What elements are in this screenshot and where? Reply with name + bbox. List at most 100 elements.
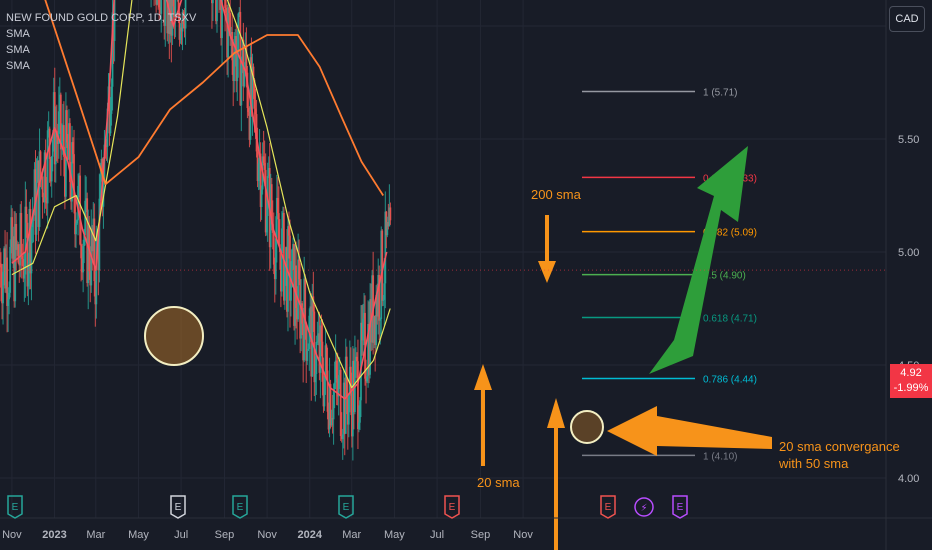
candle-body [93,218,96,282]
earnings-marker[interactable]: E [7,495,23,519]
candle-body [156,0,159,5]
candle-body [163,0,166,26]
dividend-marker[interactable]: ⚡ [634,497,654,517]
earnings-label: E [175,502,182,513]
candle-body [41,176,44,198]
earnings-label: E [449,502,456,513]
candle-body [5,257,7,289]
candle-body [44,152,47,198]
candle-body [344,356,347,434]
sma-line-2 [11,0,391,389]
candle-body [382,299,385,301]
currency-button[interactable]: CAD [889,6,925,32]
candle-body [339,369,342,437]
candle-body [69,123,71,182]
candle-body [177,0,180,13]
candle-body [388,207,391,227]
candle-body [211,0,213,4]
candle-body [45,197,48,204]
candle-body [300,303,303,339]
candle-body [66,110,68,143]
candle-body [282,212,284,229]
sma-legend-1[interactable]: SMA [6,28,30,40]
candle-body [312,296,315,312]
candle-body [259,153,262,208]
candle-body [373,315,376,343]
candle-body [8,292,11,300]
earnings-marker[interactable]: E [232,495,248,519]
candle-body [301,303,304,324]
candle-body [3,248,5,272]
last-price-tag: 4.92 -1.99% [890,364,932,398]
candle-body [299,279,302,339]
candle-body [94,281,97,305]
candle-body [220,0,222,39]
candle-body [265,215,268,233]
candle-body [291,249,293,287]
candle-body [243,69,246,87]
candle-body [302,323,305,361]
earnings-marker[interactable]: E [444,495,460,519]
annotation-200-sma: 200 sma [531,187,582,202]
candle-body [362,318,364,341]
candle-body [7,299,10,307]
earnings-marker[interactable]: E [170,495,186,519]
candle-body [95,240,98,305]
candle-body [184,0,187,29]
candle-body [85,198,88,201]
earnings-icon [672,495,688,519]
candle-body [350,393,353,437]
earnings-marker[interactable]: E [600,495,616,519]
fib-level-label: 0.786 (4.44) [703,375,757,386]
candle-body [248,111,251,140]
candle-body [54,130,57,165]
candle-body [20,212,23,256]
candle-body [274,238,277,280]
earnings-icon [170,495,186,519]
candle-body [298,259,301,280]
candle-body [17,244,20,263]
candle-body [228,7,231,13]
candle-body [342,382,345,435]
grid [0,0,886,518]
x-tick-label: Nov [513,529,533,541]
candle-body [329,384,332,426]
candle-body [262,156,265,164]
candle-body [254,108,257,115]
candle-body [285,247,287,262]
candle-body [337,375,340,397]
candle-body [19,212,22,266]
candle-body [377,274,380,317]
candle-body [159,7,162,14]
candle-body [33,169,36,215]
sma-legend-3[interactable]: SMA [6,60,30,72]
candle-body [275,197,278,239]
fib-level-label: 0.618 (4.71) [703,314,757,325]
sma-legend-2[interactable]: SMA [6,44,30,56]
candle-body [1,287,3,304]
candle-body [272,232,275,265]
earnings-marker[interactable]: E [672,495,688,519]
candle-body [49,158,52,182]
candle-body [166,0,169,34]
candle-body [172,0,175,7]
candle-body [289,235,291,301]
candle-body [70,181,72,202]
candle-body [81,258,84,273]
last-price: 4.92 [900,367,922,379]
candle-body [171,0,174,36]
candle-body [42,197,45,203]
y-tick-label: 5.50 [898,134,919,146]
candle-body [287,226,289,312]
candle-body [183,24,186,29]
candle-body [38,151,41,227]
earnings-marker[interactable]: E [338,495,354,519]
candle-body [111,12,114,87]
candle-body [360,322,362,401]
candle-body [52,92,55,141]
event-markers[interactable]: E E E E E E ⚡ E [7,495,688,519]
candle-body [293,244,295,326]
candle-body [74,198,76,235]
candle-body [10,217,13,247]
